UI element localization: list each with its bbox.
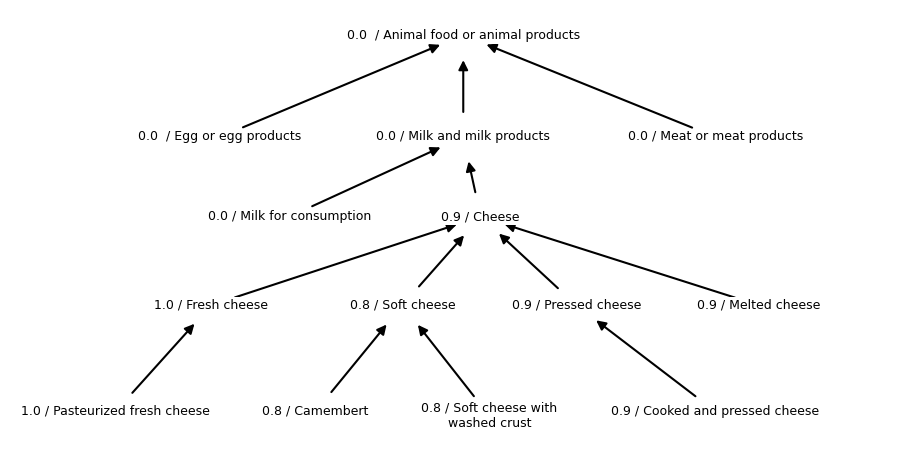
Text: 0.0  / Animal food or animal products: 0.0 / Animal food or animal products bbox=[346, 29, 580, 41]
Text: 0.9 / Melted cheese: 0.9 / Melted cheese bbox=[697, 299, 821, 312]
Text: 1.0 / Pasteurized fresh cheese: 1.0 / Pasteurized fresh cheese bbox=[21, 405, 210, 418]
Text: 0.0 / Meat or meat products: 0.0 / Meat or meat products bbox=[628, 130, 803, 143]
Text: 0.8 / Camembert: 0.8 / Camembert bbox=[262, 405, 369, 418]
Text: 0.8 / Soft cheese with
washed crust: 0.8 / Soft cheese with washed crust bbox=[421, 402, 557, 430]
Text: 0.8 / Soft cheese: 0.8 / Soft cheese bbox=[350, 299, 456, 312]
Text: 0.9 / Cheese: 0.9 / Cheese bbox=[441, 210, 520, 223]
Text: 0.9 / Cooked and pressed cheese: 0.9 / Cooked and pressed cheese bbox=[612, 405, 819, 418]
Text: 0.0  / Egg or egg products: 0.0 / Egg or egg products bbox=[138, 130, 301, 143]
Text: 0.9 / Pressed cheese: 0.9 / Pressed cheese bbox=[511, 299, 641, 312]
Text: 1.0 / Fresh cheese: 1.0 / Fresh cheese bbox=[154, 299, 268, 312]
Text: 0.0 / Milk for consumption: 0.0 / Milk for consumption bbox=[207, 210, 371, 223]
Text: 0.0 / Milk and milk products: 0.0 / Milk and milk products bbox=[376, 130, 550, 143]
